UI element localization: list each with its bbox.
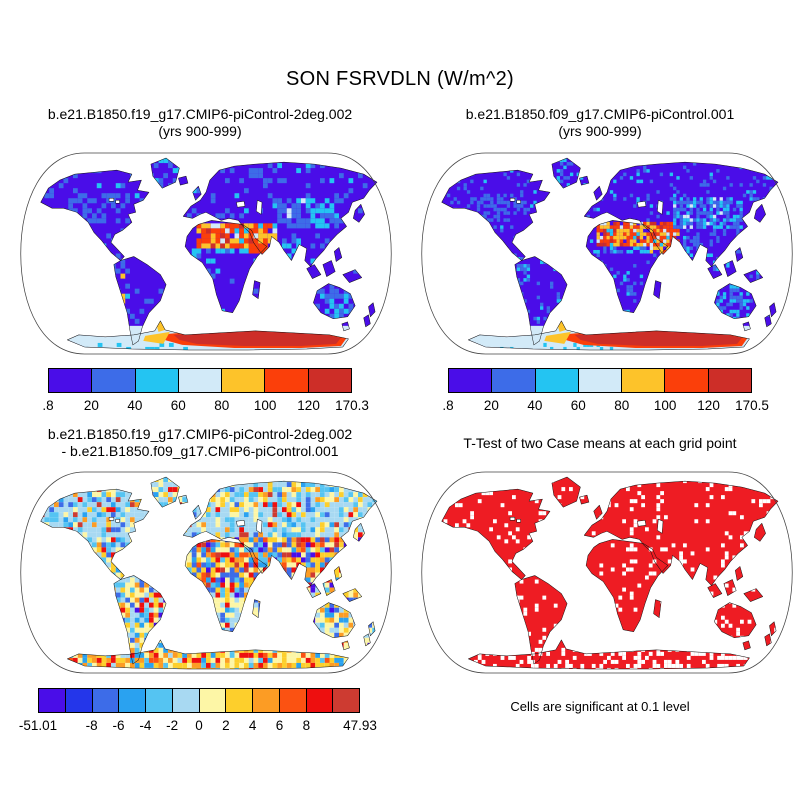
colorbar-difference: -51.01 -8 -6 -4 -2 0 2 4 6 8 47.93 bbox=[19, 688, 377, 736]
colorbar-tick-label: 40 bbox=[127, 398, 143, 413]
colorbar-tick-label: 60 bbox=[170, 398, 186, 413]
colorbar-tick-label: 120 bbox=[697, 398, 720, 413]
colorbar-tick-label: 80 bbox=[214, 398, 230, 413]
colorbar-tick-label: 80 bbox=[614, 398, 630, 413]
colorbar-tick-label: 47.93 bbox=[343, 718, 377, 733]
colorbar-segment bbox=[221, 368, 266, 393]
colorbar-segment bbox=[225, 688, 253, 713]
colorbar-tick-label: -8 bbox=[85, 718, 98, 733]
colorbar-tick-label: -6 bbox=[112, 718, 125, 733]
colorbar-labels: .8 20 40 60 80 100 120 170.5 bbox=[442, 398, 769, 414]
colorbar-segment bbox=[177, 368, 223, 393]
colorbar-tick-label: -2 bbox=[166, 718, 179, 733]
colorbar-tick-label: .8 bbox=[42, 398, 54, 413]
colorbar-segment bbox=[145, 688, 173, 713]
colorbar-segment bbox=[64, 688, 93, 713]
colorbar-segment bbox=[48, 368, 93, 393]
colorbar-segment bbox=[534, 368, 579, 393]
colorbar-tick-label: 20 bbox=[83, 398, 99, 413]
colorbar-labels: .8 20 40 60 80 100 120 170.3 bbox=[42, 398, 369, 414]
colorbar-tick-label: -4 bbox=[139, 718, 152, 733]
colorbar-labels: -51.01 -8 -6 -4 -2 0 2 4 6 8 47.93 bbox=[19, 718, 377, 734]
panel-title-bottom-left: b.e21.B1850.f19_g17.CMIP6-piControl-2deg… bbox=[0, 426, 400, 460]
colorbar-tick-label: 100 bbox=[653, 398, 677, 413]
panel-title-top-right: b.e21.B1850.f09_g17.CMIP6-piControl.001 … bbox=[400, 106, 800, 140]
colorbar-segment bbox=[664, 368, 709, 393]
colorbar-tick-label: 170.5 bbox=[735, 398, 769, 413]
colorbar-segment bbox=[278, 688, 307, 713]
colorbar-segment bbox=[38, 688, 66, 713]
colorbar-tick-label: .8 bbox=[442, 398, 454, 413]
colorbar-segment bbox=[198, 688, 227, 713]
colorbar-segment bbox=[91, 368, 136, 393]
map-bottom-left-difference bbox=[20, 471, 392, 674]
colorbar-segment bbox=[332, 688, 360, 713]
colorbar-tick-label: 6 bbox=[275, 718, 284, 733]
colorbar-tick-label: 8 bbox=[302, 718, 311, 733]
panel-title-line1: b.e21.B1850.f09_g17.CMIP6-piControl.001 bbox=[465, 106, 735, 122]
colorbar-segment bbox=[621, 368, 666, 393]
colorbar-tick-label: 0 bbox=[195, 718, 203, 733]
colorbar-segment bbox=[118, 688, 146, 713]
colorbar-segment bbox=[134, 368, 179, 393]
panel-title-bottom-right: T-Test of two Case means at each grid po… bbox=[400, 426, 800, 452]
colorbar-tick-label: -51.01 bbox=[18, 718, 58, 733]
colorbar-segment bbox=[577, 368, 623, 393]
colorbar-tick-label: 120 bbox=[297, 398, 320, 413]
colorbar-segment bbox=[491, 368, 536, 393]
colorbar-top-left: .8 20 40 60 80 100 120 170.3 bbox=[42, 368, 369, 416]
colorbar-segment bbox=[707, 368, 752, 393]
colorbar-segment bbox=[91, 688, 120, 713]
map-top-left-climatology bbox=[20, 152, 392, 355]
colorbar-strip bbox=[38, 688, 360, 713]
panel-title-line1: T-Test of two Case means at each grid po… bbox=[463, 435, 737, 451]
colorbar-segment bbox=[307, 368, 352, 393]
colorbar-tick-label: 60 bbox=[570, 398, 586, 413]
map-bottom-right-ttest bbox=[421, 471, 793, 674]
colorbar-segment bbox=[305, 688, 334, 713]
map-top-right-climatology bbox=[421, 152, 793, 355]
colorbar-tick-label: 2 bbox=[222, 718, 230, 733]
panel-title-line1: b.e21.B1850.f19_g17.CMIP6-piControl-2deg… bbox=[47, 426, 353, 442]
colorbar-tick-label: 170.3 bbox=[335, 398, 369, 413]
panel-title-line1: b.e21.B1850.f19_g17.CMIP6-piControl-2deg… bbox=[47, 106, 353, 122]
colorbar-tick-label: 40 bbox=[527, 398, 543, 413]
colorbar-strip bbox=[48, 368, 352, 393]
panel-title-top-left: b.e21.B1850.f19_g17.CMIP6-piControl-2deg… bbox=[0, 106, 400, 140]
colorbar-segment bbox=[252, 688, 280, 713]
colorbar-tick-label: 4 bbox=[248, 718, 257, 733]
page-title: SON FSRVDLN (W/m^2) bbox=[285, 68, 515, 90]
colorbar-top-right: .8 20 40 60 80 100 120 170.5 bbox=[442, 368, 769, 416]
colorbar-segment bbox=[264, 368, 309, 393]
colorbar-tick-label: 20 bbox=[483, 398, 499, 413]
colorbar-tick-label: 100 bbox=[253, 398, 277, 413]
colorbar-segment bbox=[448, 368, 493, 393]
significance-caption: Cells are significant at 0.1 level bbox=[510, 699, 690, 714]
panel-title-line2: - b.e21.B1850.f09_g17.CMIP6-piControl.00… bbox=[61, 443, 339, 459]
panel-title-line2: (yrs 900-999) bbox=[158, 123, 242, 139]
panel-title-line2: (yrs 900-999) bbox=[558, 123, 642, 139]
colorbar-segment bbox=[171, 688, 200, 713]
colorbar-strip bbox=[448, 368, 752, 393]
